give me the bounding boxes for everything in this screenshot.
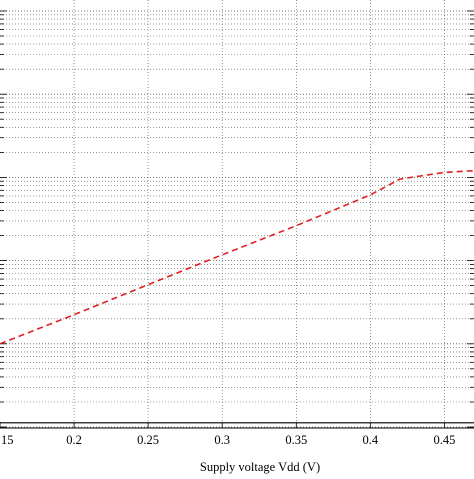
grid-layer: [0, 0, 474, 428]
x-tick-label: 15: [1, 433, 14, 447]
label-layer: Supply voltage Vdd (V) 15 0.2 0.25 0.3 0.35 0…: [1, 433, 455, 474]
series-layer: [0, 169, 474, 424]
x-axis-title: Supply voltage Vdd (V): [200, 460, 320, 474]
axis-layer: [0, 10, 474, 429]
x-tick-label: 0.2: [66, 433, 82, 447]
x-tick-label: 0.4: [362, 433, 378, 447]
x-tick-label: 0.35: [285, 433, 307, 447]
series-line: [0, 169, 474, 345]
x-tick-label: 0.45: [433, 433, 455, 447]
x-tick-label: 0.25: [137, 433, 159, 447]
x-tick-label: 0.3: [214, 433, 230, 447]
